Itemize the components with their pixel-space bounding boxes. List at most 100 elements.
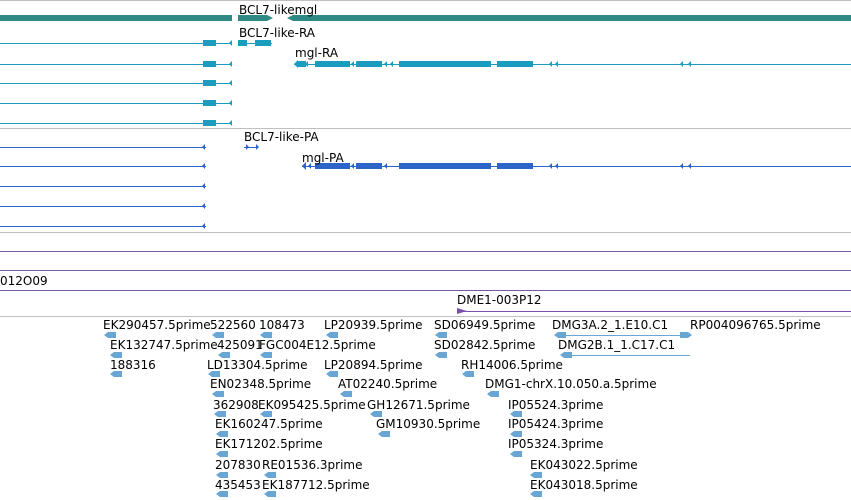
- est-label[interactable]: 425091: [217, 338, 263, 352]
- dme-marker: [457, 308, 467, 314]
- exon-block: [399, 61, 491, 67]
- est-glyph: [435, 352, 447, 358]
- est-label[interactable]: DMG3A.2_1.E10.C1: [552, 318, 669, 332]
- est-glyph: [110, 352, 122, 358]
- strand-arrow: [202, 203, 205, 209]
- exon-block: [203, 40, 216, 46]
- est-label[interactable]: AT02240.5prime: [338, 377, 438, 391]
- exon-block: [315, 163, 350, 169]
- est-label[interactable]: EK290457.5prime: [103, 318, 211, 332]
- exon-block: [203, 100, 216, 106]
- est-label[interactable]: EN02348.5prime: [210, 377, 312, 391]
- strand-arrow: [229, 61, 232, 67]
- mrna-label-mgl: mgl-RA: [295, 46, 339, 60]
- strand-arrow: [294, 60, 298, 68]
- est-label[interactable]: EK043018.5prime: [530, 478, 638, 492]
- dme-label: DME1-003P12: [457, 293, 542, 307]
- strand-arrow: [384, 61, 387, 67]
- est-label[interactable]: LP20894.5prime: [324, 358, 423, 372]
- est-label[interactable]: EK171202.5prime: [215, 437, 323, 451]
- est-glyph: [462, 371, 474, 377]
- strand-arrow: [384, 163, 387, 169]
- est-label[interactable]: EK160247.5prime: [215, 417, 323, 431]
- protein-label-mgl: mgl-PA: [302, 151, 344, 165]
- strand-arrow: [680, 61, 683, 67]
- strand-arrow: [256, 144, 259, 150]
- est-glyph: [340, 391, 352, 397]
- est-label[interactable]: RP004096765.5prime: [690, 318, 821, 332]
- strand-arrow: [229, 80, 232, 86]
- est-glyph: [435, 332, 447, 338]
- est-label[interactable]: EK043022.5prime: [530, 458, 638, 472]
- strand-arrow: [549, 61, 552, 67]
- gene-label: BCL7-likemgl: [239, 3, 318, 17]
- exon-block: [203, 120, 216, 126]
- strand-arrow: [390, 61, 393, 67]
- est-glyph: [264, 472, 276, 478]
- est-label[interactable]: SD06949.5prime: [434, 318, 536, 332]
- est-glyph: [260, 352, 272, 358]
- est-glyph: [510, 451, 522, 457]
- exon-block: [238, 40, 247, 46]
- est-glyph: [370, 411, 382, 417]
- est-glyph: [216, 451, 228, 457]
- est-label[interactable]: IP05324.3prime: [508, 437, 604, 451]
- strand-arrow: [555, 163, 558, 169]
- exon-block: [255, 40, 271, 46]
- est-label[interactable]: GH12671.5prime: [367, 398, 470, 412]
- est-label[interactable]: IP05524.3prime: [508, 398, 604, 412]
- strand-arrow: [351, 163, 354, 169]
- est-label[interactable]: 108473: [259, 318, 305, 332]
- est-label[interactable]: 522560: [210, 318, 256, 332]
- est-glyph: [260, 411, 272, 417]
- est-glyph: [212, 332, 224, 338]
- strand-arrow: [305, 61, 308, 67]
- est-label[interactable]: 362908: [213, 398, 259, 412]
- strand-arrow: [229, 40, 232, 46]
- strand-arrow: [246, 144, 249, 150]
- est-label[interactable]: EK187712.5prime: [262, 478, 370, 492]
- strand-arrow: [302, 162, 306, 170]
- est-glyph: [260, 332, 272, 338]
- strand-arrow: [549, 163, 552, 169]
- exon-block: [203, 61, 216, 67]
- strand-arrow: [555, 61, 558, 67]
- strand-arrow: [202, 223, 205, 229]
- est-glyph: [110, 371, 122, 377]
- strand-arrow: [680, 163, 683, 169]
- strand-arrow: [267, 15, 273, 21]
- strand-arrow: [308, 163, 311, 169]
- est-glyph: [378, 431, 390, 437]
- exon-block: [203, 80, 216, 86]
- est-label[interactable]: EK132747.5prime: [110, 338, 218, 352]
- est-label[interactable]: EK095425.5prime: [258, 398, 366, 412]
- strand-arrow: [688, 163, 691, 169]
- est-label[interactable]: IP05424.3prime: [508, 417, 604, 431]
- est-label[interactable]: LD13304.5prime: [207, 358, 308, 372]
- est-label[interactable]: 435453: [215, 478, 261, 492]
- est-label[interactable]: DMG1-chrX.10.050.a.5prime: [485, 377, 657, 391]
- est-label[interactable]: RH14006.5prime: [461, 358, 563, 372]
- protein-label-bcl7: BCL7-like-PA: [244, 130, 319, 144]
- exon-block: [497, 163, 533, 169]
- exon-block: [315, 61, 350, 67]
- est-label[interactable]: GM10930.5prime: [376, 417, 481, 431]
- strand-arrow: [688, 61, 691, 67]
- strand-arrow: [229, 100, 232, 106]
- strand-arrow: [202, 183, 205, 189]
- est-label[interactable]: RE01536.3prime: [262, 458, 363, 472]
- strand-arrow: [202, 144, 205, 150]
- est-label[interactable]: 188316: [110, 358, 156, 372]
- est-label[interactable]: DMG2B.1_1.C17.C1: [558, 338, 676, 352]
- est-glyph: [510, 411, 522, 417]
- est-glyph: [530, 491, 542, 497]
- est-label[interactable]: 207830: [215, 458, 261, 472]
- est-glyph: [212, 391, 224, 397]
- est-label[interactable]: FGC004E12.5prime: [259, 338, 376, 352]
- exon-block: [399, 163, 491, 169]
- est-label[interactable]: LP20939.5prime: [324, 318, 423, 332]
- est-glyph: [216, 472, 228, 478]
- est-label[interactable]: SD02842.5prime: [434, 338, 536, 352]
- est-glyph: [326, 332, 338, 338]
